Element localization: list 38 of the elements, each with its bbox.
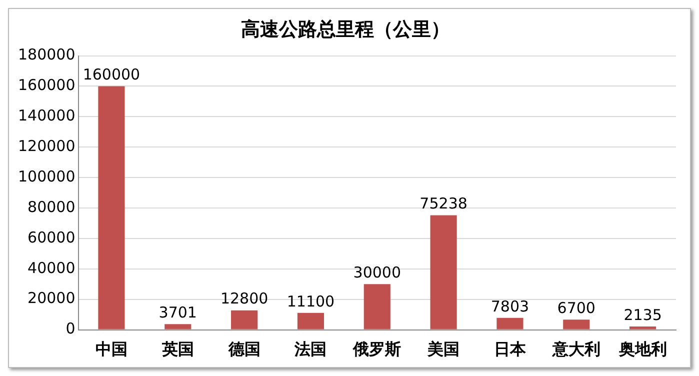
y-tick-label: 80000	[28, 198, 76, 216]
y-tick-label: 40000	[28, 258, 76, 277]
y-tick-label: 100000	[18, 167, 76, 186]
bar	[430, 215, 457, 330]
x-tick-label: 英国	[160, 340, 194, 359]
data-label: 7803	[490, 297, 530, 316]
data-label: 11100	[286, 292, 335, 310]
x-tick-label: 德国	[227, 340, 260, 359]
data-label: 75238	[420, 194, 468, 213]
data-label: 2135	[624, 306, 662, 324]
y-tick-label: 180000	[18, 46, 76, 64]
data-label: 12800	[220, 290, 268, 308]
bar	[164, 324, 192, 330]
x-tick-label: 奥地利	[618, 340, 667, 359]
bar	[364, 284, 390, 330]
bar	[231, 310, 258, 330]
y-tick-label: 140000	[18, 106, 76, 125]
x-tick-label: 意大利	[551, 340, 600, 359]
bar	[630, 326, 656, 330]
bar	[496, 318, 524, 330]
x-tick-label: 中国	[95, 340, 128, 359]
x-tick-label: 美国	[426, 340, 460, 359]
data-label: 160000	[82, 66, 140, 84]
bar	[297, 312, 324, 330]
x-tick-label: 法国	[294, 340, 327, 359]
data-label: 6700	[557, 298, 596, 317]
chart-title: 高速公路总里程（公里）	[241, 18, 450, 40]
bar	[563, 320, 590, 330]
x-tick-label: 日本	[494, 340, 527, 359]
bar	[98, 86, 125, 330]
x-tick-label: 俄罗斯	[352, 340, 402, 359]
data-label: 3701	[158, 304, 197, 322]
y-tick-label: 0	[66, 320, 76, 338]
y-tick-label: 160000	[18, 76, 76, 94]
data-label: 30000	[353, 264, 401, 282]
y-tick-label: 60000	[28, 228, 76, 246]
y-tick-label: 20000	[28, 289, 76, 308]
y-tick-label: 120000	[18, 137, 76, 156]
